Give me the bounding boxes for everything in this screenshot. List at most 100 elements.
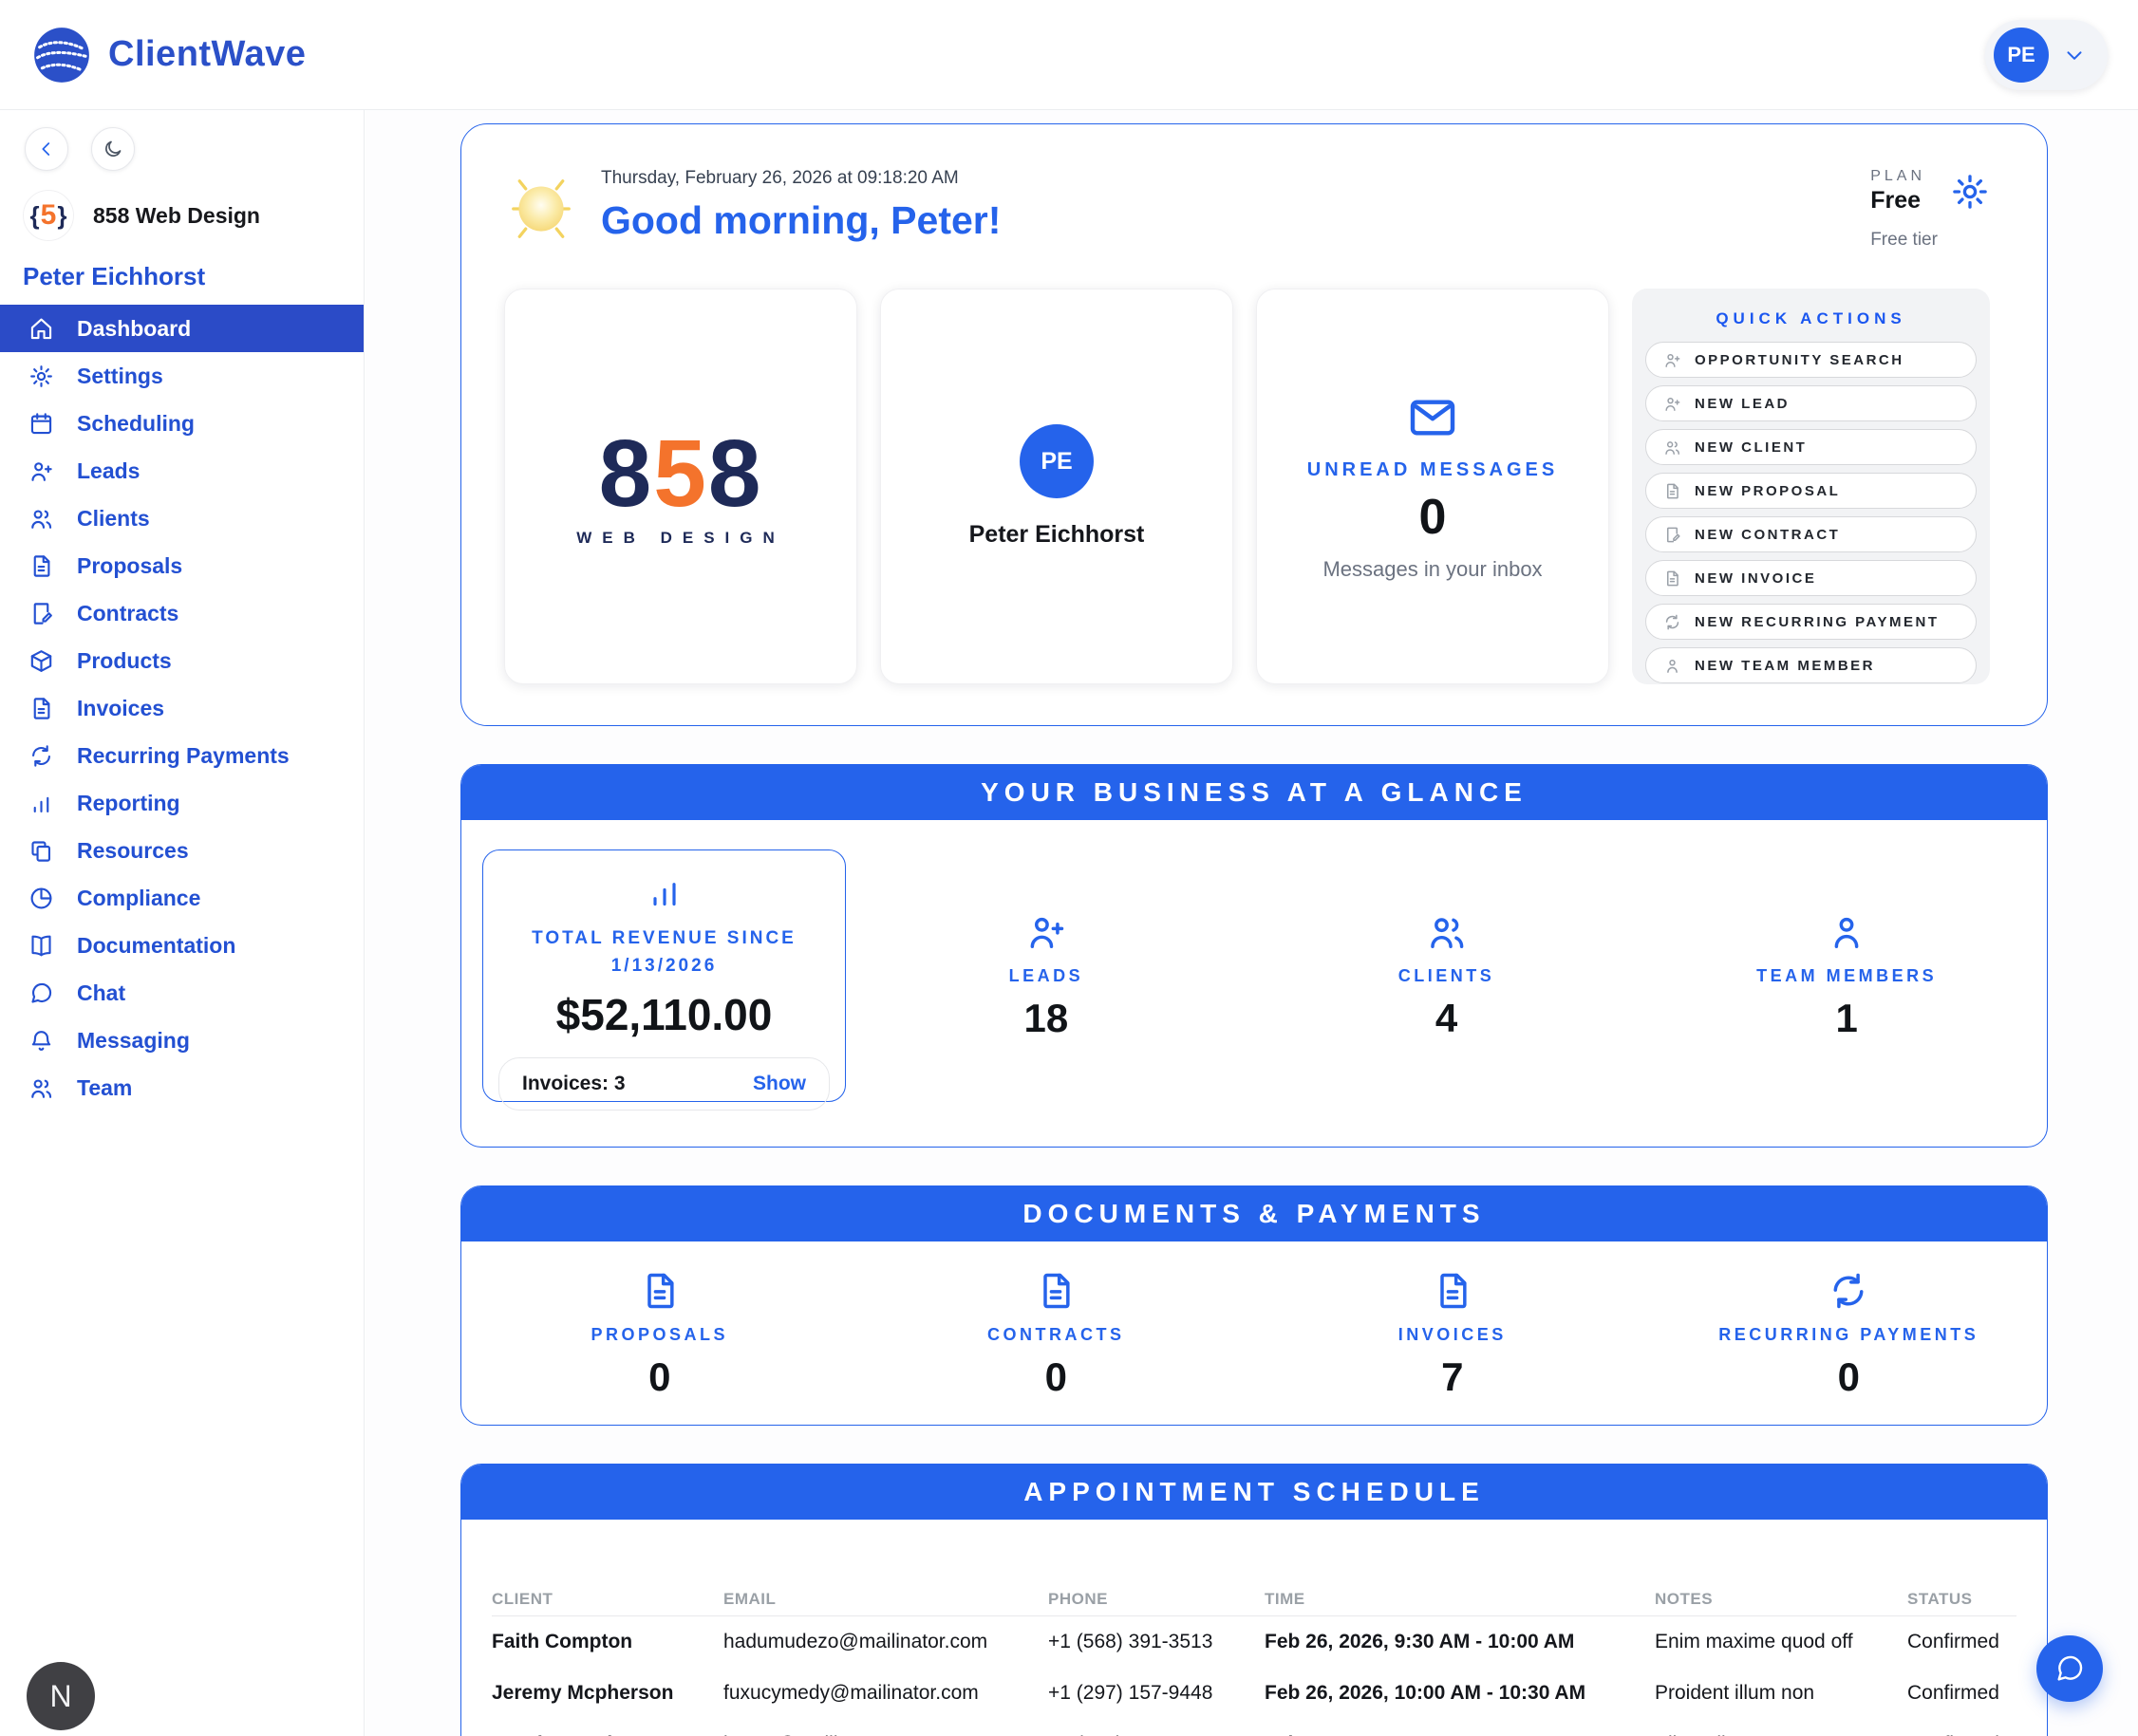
- gear-icon: [28, 364, 54, 389]
- person-plus-icon: [28, 458, 54, 484]
- person-icon: [1826, 911, 1867, 953]
- sun-icon: [512, 179, 571, 238]
- new-recurring-payment-button[interactable]: NEW RECURRING PAYMENT: [1645, 604, 1977, 640]
- sidebar-item-resources[interactable]: Resources: [0, 827, 364, 874]
- sidebar-item-chat[interactable]: Chat: [0, 969, 364, 1017]
- sidebar-item-scheduling[interactable]: Scheduling: [0, 400, 364, 447]
- new-team-member-button[interactable]: NEW TEAM MEMBER: [1645, 647, 1977, 683]
- sidebar-item-settings[interactable]: Settings: [0, 352, 364, 400]
- plan-settings-icon[interactable]: [1950, 172, 1990, 212]
- avatar: PE: [1994, 27, 2049, 83]
- envelope-icon: [1406, 391, 1459, 444]
- top-bar: ClientWave PE: [0, 0, 2138, 110]
- people-icon: [28, 1075, 54, 1101]
- company-card: 858 WEB DESIGN: [504, 289, 857, 684]
- sidebar-item-contracts[interactable]: Contracts: [0, 589, 364, 637]
- show-invoices-link[interactable]: Show: [753, 1073, 806, 1094]
- invoices-stat: INVOICES 7: [1254, 1270, 1651, 1400]
- collapse-sidebar-button[interactable]: [25, 127, 68, 171]
- quick-actions-panel: QUICK ACTIONS OPPORTUNITY SEARCH NEW LEA…: [1632, 289, 1990, 684]
- sidebar-item-clients[interactable]: Clients: [0, 495, 364, 542]
- table-row: Jeremy Mcpherson fuxucymedy@mailinator.c…: [492, 1668, 2016, 1719]
- sidebar-item-products[interactable]: Products: [0, 637, 364, 684]
- new-proposal-button[interactable]: NEW PROPOSAL: [1645, 473, 1977, 509]
- main-content: Thursday, February 26, 2026 at 09:18:20 …: [366, 110, 2138, 1736]
- copy-icon: [28, 838, 54, 864]
- sidebar-item-documentation[interactable]: Documentation: [0, 922, 364, 969]
- avatar: PE: [1020, 424, 1094, 498]
- home-icon: [28, 316, 54, 342]
- bar-chart-icon: [646, 873, 684, 911]
- sidebar-item-dashboard[interactable]: Dashboard: [0, 305, 364, 352]
- workspace-name: 858 Web Design: [93, 202, 260, 228]
- brand: ClientWave: [30, 24, 306, 86]
- unread-messages-caption: Messages in your inbox: [1322, 557, 1543, 581]
- dev-badge[interactable]: N: [27, 1662, 95, 1730]
- new-client-button[interactable]: NEW CLIENT: [1645, 429, 1977, 465]
- workspace: {5} 858 Web Design: [0, 171, 364, 241]
- revenue-amount: $52,110.00: [555, 990, 773, 1039]
- sidebar-user-name: Peter Eichhorst: [23, 262, 206, 290]
- new-contract-button[interactable]: NEW CONTRACT: [1645, 516, 1977, 552]
- chevron-down-icon: [2062, 43, 2087, 67]
- sidebar-item-team[interactable]: Team: [0, 1064, 364, 1111]
- status-badge: Confirmed: [1907, 1682, 1999, 1704]
- plan-name: Free: [1870, 187, 1922, 214]
- plan-tier: Free tier: [1870, 230, 1938, 250]
- document-icon: [1663, 482, 1681, 500]
- appointment-schedule-section: APPOINTMENT SCHEDULE CLIENT EMAIL PHONE …: [460, 1464, 2048, 1736]
- plan-info: PLAN Free Free tier: [1870, 168, 1990, 251]
- document-icon: [1432, 1270, 1473, 1312]
- refresh-icon: [1663, 613, 1681, 631]
- opportunity-search-button[interactable]: OPPORTUNITY SEARCH: [1645, 342, 1977, 378]
- user-name: Peter Eichhorst: [968, 521, 1145, 548]
- sidebar-item-leads[interactable]: Leads: [0, 447, 364, 495]
- bar-chart-icon: [28, 791, 54, 816]
- documents-payments-section: DOCUMENTS & PAYMENTS PROPOSALS 0 CONTRAC…: [460, 1185, 2048, 1426]
- refresh-icon: [1828, 1270, 1869, 1312]
- sidebar-nav: Dashboard Settings Scheduling Leads Clie…: [0, 305, 364, 1111]
- person-plus-icon: [1025, 911, 1067, 953]
- chat-launcher-button[interactable]: [2036, 1635, 2103, 1702]
- clients-stat: CLIENTS 4: [1247, 911, 1647, 1041]
- moon-icon: [103, 139, 123, 159]
- document-pen-icon: [1663, 526, 1681, 544]
- sidebar-item-compliance[interactable]: Compliance: [0, 874, 364, 922]
- invoices-summary: Invoices: 3 Show: [498, 1057, 830, 1111]
- section-title: APPOINTMENT SCHEDULE: [461, 1465, 2047, 1520]
- proposals-stat: PROPOSALS 0: [461, 1270, 858, 1400]
- new-invoice-button[interactable]: NEW INVOICE: [1645, 560, 1977, 596]
- dark-mode-toggle[interactable]: [91, 127, 135, 171]
- user-card: PE Peter Eichhorst: [880, 289, 1233, 684]
- document-icon: [1035, 1270, 1077, 1312]
- status-badge: Confirmed: [1907, 1733, 2016, 1736]
- document-icon: [28, 696, 54, 721]
- sidebar-item-recurring-payments[interactable]: Recurring Payments: [0, 732, 364, 779]
- clientwave-logo-icon: [34, 27, 89, 83]
- unread-messages-card: UNREAD MESSAGES 0 Messages in your inbox: [1256, 289, 1609, 684]
- person-plus-icon: [1663, 395, 1681, 413]
- workspace-logo: {5}: [23, 190, 74, 241]
- chat-icon: [28, 980, 54, 1006]
- sidebar-item-invoices[interactable]: Invoices: [0, 684, 364, 732]
- unread-messages-label: UNREAD MESSAGES: [1306, 459, 1559, 480]
- chevron-left-icon: [36, 139, 57, 159]
- document-icon: [639, 1270, 681, 1312]
- greeting-title: Good morning, Peter!: [601, 198, 1002, 242]
- sidebar-item-reporting[interactable]: Reporting: [0, 779, 364, 827]
- new-lead-button[interactable]: NEW LEAD: [1645, 385, 1977, 421]
- document-pen-icon: [28, 601, 54, 626]
- sidebar-item-messaging[interactable]: Messaging: [0, 1017, 364, 1064]
- document-icon: [28, 553, 54, 579]
- status-badge: Confirmed: [1907, 1631, 1999, 1652]
- revenue-label: TOTAL REVENUE SINCE 1/13/2026: [532, 928, 797, 976]
- leads-stat: LEADS 18: [846, 911, 1247, 1041]
- table-header-row: CLIENT EMAIL PHONE TIME NOTES STATUS: [492, 1582, 2016, 1616]
- refresh-icon: [28, 743, 54, 769]
- people-icon: [28, 506, 54, 532]
- current-datetime: Thursday, February 26, 2026 at 09:18:20 …: [601, 168, 959, 188]
- company-logo: 858 WEB DESIGN: [576, 420, 785, 547]
- sidebar-item-proposals[interactable]: Proposals: [0, 542, 364, 589]
- box-icon: [28, 648, 54, 674]
- account-menu-button[interactable]: PE: [1985, 19, 2108, 90]
